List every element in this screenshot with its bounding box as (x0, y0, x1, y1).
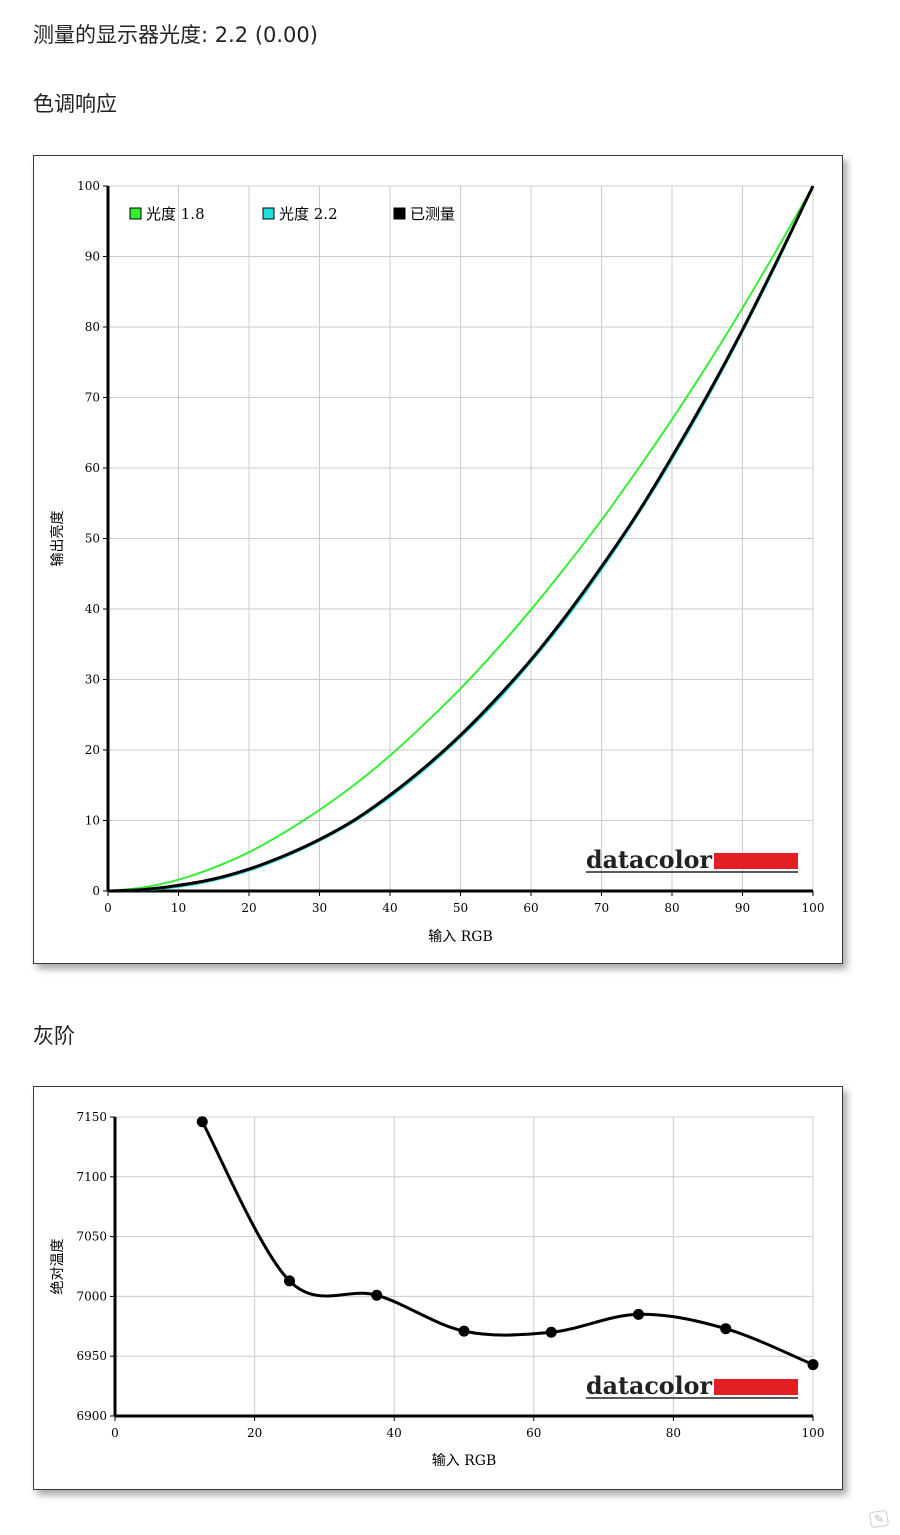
legend-label: 光度 2.2 (279, 205, 338, 223)
x-tick-label: 100 (802, 1426, 825, 1440)
x-tick-label: 50 (453, 901, 468, 915)
y-tick-label: 0 (92, 884, 100, 898)
x-tick-label: 100 (802, 901, 825, 915)
tone-response-panel: 0 10 20 30 40 50 60 70 80 90 100 0 10 20 30 40 50 60 70 80 9… (33, 155, 843, 964)
data-point (545, 1326, 557, 1338)
grid (108, 185, 814, 891)
y-tick-label: 90 (85, 250, 100, 264)
tone-response-chart: 0 10 20 30 40 50 60 70 80 90 100 0 10 20 30 40 50 60 70 80 9… (49, 179, 825, 945)
tone-response-heading: 色调响应 (33, 92, 117, 116)
legend-item-1: 光度 1.8 (129, 205, 205, 223)
legend-swatch (262, 207, 275, 220)
series-line-3 (107, 185, 815, 893)
x-tick-label: 90 (735, 901, 750, 915)
x-tick-label: 80 (664, 901, 679, 915)
datacolor-logo: datacolor (586, 845, 798, 874)
y-tick-label: 7000 (76, 1289, 107, 1303)
legend-swatch (393, 207, 406, 220)
legend-item-2: 光度 2.2 (262, 205, 338, 223)
data-point (196, 1116, 208, 1128)
y-tick-label: 6950 (76, 1349, 107, 1363)
x-tick-label: 80 (666, 1426, 681, 1440)
x-axis-label: 输入 RGB (432, 1453, 496, 1469)
datacolor-logo-bar (714, 1379, 798, 1395)
data-point (633, 1308, 644, 1320)
datacolor-logo-text: datacolor (586, 845, 712, 874)
x-tick-label: 10 (171, 901, 186, 915)
y-tick-label: 20 (85, 743, 100, 757)
data-point (720, 1323, 732, 1335)
x-tick-label: 0 (111, 1426, 119, 1440)
y-tick-label: 40 (85, 602, 100, 616)
y-tick-label: 7100 (76, 1170, 107, 1184)
datacolor-logo-bar (714, 853, 798, 869)
y-tick-label: 70 (85, 391, 100, 405)
y-tick-label: 50 (85, 532, 100, 546)
data-point (458, 1325, 470, 1337)
data-point (284, 1275, 295, 1287)
x-tick-label: 60 (526, 1426, 541, 1440)
y-tick-label: 60 (85, 461, 100, 475)
y-tick-label: 7150 (76, 1110, 107, 1124)
x-tick-label: 20 (241, 901, 256, 915)
y-tick-label: 100 (77, 179, 100, 193)
measured-gamma-text: 测量的显示器光度: 2.2 (0.00) (33, 23, 318, 47)
y-tick-label: 80 (85, 320, 100, 334)
x-tick-label: 40 (387, 1426, 402, 1440)
x-tick-label: 30 (312, 901, 327, 915)
legend-label: 光度 1.8 (146, 205, 205, 223)
y-tick-label: 30 (85, 673, 100, 687)
data-point (807, 1359, 819, 1371)
legend-swatch (129, 207, 142, 220)
x-axis-label: 输入 RGB (428, 929, 492, 945)
legend-item-3: 已测量 (393, 205, 455, 223)
x-tick-label: 0 (104, 901, 112, 915)
grayscale-panel: 0 20 40 60 80 100 6900 6950 7000 7050 7100 7150 输入 R… (33, 1086, 843, 1490)
grayscale-chart: 0 20 40 60 80 100 6900 6950 7000 7050 7100 7150 输入 R… (50, 1110, 825, 1469)
datacolor-logo: datacolor (586, 1371, 798, 1400)
x-tick-label: 20 (247, 1426, 262, 1440)
grid (115, 1116, 814, 1416)
data-point (371, 1289, 383, 1301)
x-tick-label: 60 (523, 901, 538, 915)
y-tick-label: 6900 (76, 1409, 107, 1423)
datacolor-logo-text: datacolor (586, 1371, 712, 1400)
grayscale-heading: 灰阶 (33, 1024, 75, 1048)
corner-watermark: ✎ (868, 1509, 890, 1529)
y-axis-label: 绝对温度 (50, 1239, 66, 1295)
series-line-1 (107, 185, 814, 892)
x-tick-label: 40 (382, 901, 397, 915)
y-tick-label: 10 (85, 814, 100, 828)
x-tick-label: 70 (594, 901, 609, 915)
legend-label: 已测量 (410, 205, 455, 223)
y-axis-label: 输出亮度 (49, 511, 66, 567)
y-tick-label: 7050 (76, 1230, 107, 1244)
